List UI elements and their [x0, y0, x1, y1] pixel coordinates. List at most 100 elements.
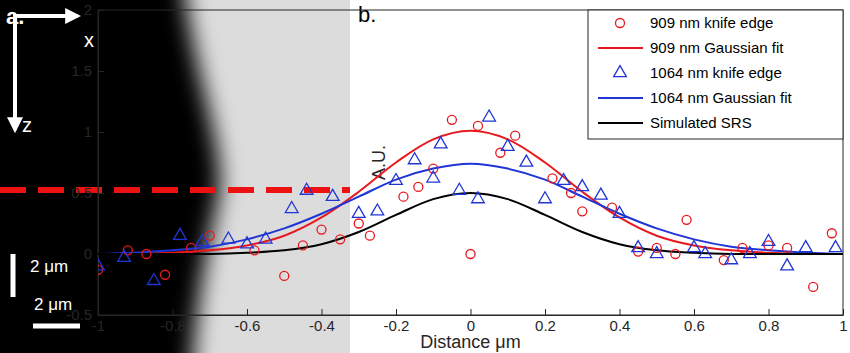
data-point	[371, 204, 384, 215]
data-point	[336, 235, 345, 244]
tick-label: -0.8	[160, 317, 186, 334]
data-point	[799, 241, 812, 252]
data-point	[466, 249, 475, 258]
data-point	[762, 234, 775, 245]
tick-mark	[98, 193, 104, 194]
data-point	[414, 182, 423, 191]
scale-bar	[33, 324, 80, 329]
data-point	[298, 241, 307, 250]
data-point	[699, 247, 712, 258]
scale-bar	[11, 254, 16, 297]
data-point	[259, 232, 272, 243]
data-point	[205, 231, 214, 240]
data-point	[496, 148, 505, 157]
data-point	[300, 183, 313, 194]
data-point	[595, 188, 608, 199]
tick: 1.5	[71, 62, 104, 79]
data-point	[317, 225, 326, 234]
tick-label: 0.5	[71, 184, 92, 201]
data-point	[738, 243, 747, 252]
data-point	[98, 259, 104, 270]
tick-label: -0.4	[309, 317, 335, 334]
data-point	[548, 174, 557, 183]
data-point	[365, 231, 374, 240]
data-point	[613, 206, 626, 217]
legend-symbol	[614, 66, 627, 77]
tick-label: 1.5	[71, 62, 92, 79]
legend: 909 nm knife edge909 nm Gaussian fit1064…	[588, 10, 843, 139]
tick-mark	[694, 309, 695, 315]
legend-symbol	[598, 122, 643, 124]
tick: -0.4	[309, 309, 335, 334]
tick-mark	[396, 309, 397, 315]
legend-label: 909 nm knife edge	[650, 14, 773, 31]
data-point	[196, 234, 209, 245]
data-point	[827, 229, 836, 238]
legend-symbol	[615, 18, 624, 27]
axis-arrow	[13, 14, 17, 130]
fit-line	[98, 193, 843, 254]
knife-edge-shadow	[0, 0, 220, 353]
data-point	[399, 192, 408, 201]
tick-mark	[173, 309, 174, 315]
tick-mark	[471, 309, 472, 315]
tick: 0	[467, 309, 475, 334]
axis-title: Distance μm	[420, 332, 520, 352]
tick: -0.2	[384, 309, 410, 334]
tick-label: -0.6	[235, 317, 261, 334]
data-point	[576, 180, 589, 191]
tick: -0.8	[160, 309, 186, 334]
data-point	[578, 207, 587, 216]
data-point	[390, 173, 403, 184]
data-point	[434, 137, 447, 148]
fit-line	[98, 164, 843, 254]
data-point	[650, 247, 663, 258]
tick-label: 0.8	[759, 317, 780, 334]
tick: 1	[84, 123, 104, 140]
data-point	[148, 273, 161, 284]
tick-mark	[545, 309, 546, 315]
data-point	[280, 271, 289, 280]
x-axis: -1-0.8-0.6-0.4-0.200.20.40.60.81	[92, 309, 848, 334]
data-point	[408, 153, 421, 164]
data-point	[511, 131, 520, 140]
data-point	[473, 121, 482, 130]
legend-label: 1064 nm knife edge	[650, 64, 782, 81]
data-point	[447, 115, 456, 124]
data-point	[567, 188, 576, 197]
data-point	[352, 206, 365, 217]
data-point	[453, 183, 466, 194]
tick: 0.5	[71, 184, 104, 201]
tick-label: -1	[92, 317, 105, 334]
data-point	[557, 173, 570, 184]
legend-box	[588, 10, 843, 139]
data-point	[161, 270, 170, 279]
tick-mark	[620, 309, 621, 315]
plot-frame	[98, 10, 843, 315]
data-point	[354, 219, 363, 228]
data-point	[688, 241, 701, 252]
tick-label: 0.4	[610, 317, 631, 334]
data-point	[222, 232, 235, 243]
data-point	[483, 110, 496, 121]
tick: 0.8	[759, 309, 780, 334]
tick: 0.6	[684, 309, 705, 334]
tick-mark	[98, 71, 104, 72]
scale-bar-label: 2 μm	[30, 257, 68, 276]
tick-label: -0.5	[66, 306, 92, 323]
tick-label: 1	[84, 123, 92, 140]
tick-label: 1	[839, 317, 847, 334]
panel-b-background	[352, 0, 850, 353]
tick-mark	[322, 309, 323, 315]
tick-mark	[769, 309, 770, 315]
tick-label: -0.2	[384, 317, 410, 334]
legend-label: 1064 nm Gaussian fit	[650, 89, 793, 106]
data-point	[472, 192, 485, 203]
tick-mark	[98, 132, 104, 133]
tick-mark	[247, 309, 248, 315]
data-point	[187, 243, 196, 252]
data-point	[250, 246, 259, 255]
tick: -0.6	[235, 309, 261, 334]
data-point	[783, 243, 792, 252]
axis-arrow	[13, 14, 78, 18]
